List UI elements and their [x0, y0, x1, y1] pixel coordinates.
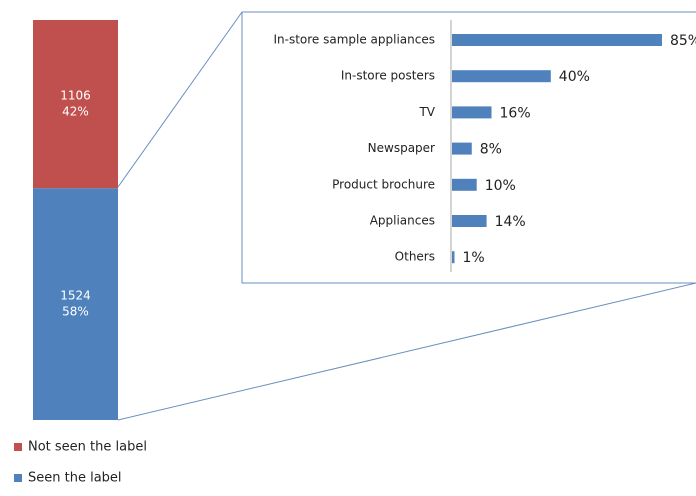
- data-label: 8%: [480, 142, 502, 158]
- bar: [452, 70, 551, 83]
- connector: [117, 282, 696, 421]
- data-label: 85%: [670, 33, 696, 49]
- bar: [452, 251, 455, 264]
- bar-segment: [33, 20, 118, 189]
- bar: [452, 178, 477, 191]
- category-label: In-store posters: [341, 69, 435, 83]
- legend-label: Seen the label: [28, 471, 122, 486]
- data-label: 1106: [60, 89, 91, 103]
- data-label: 14%: [495, 214, 526, 230]
- category-label: Newspaper: [368, 141, 435, 155]
- bar-segment: [33, 188, 118, 420]
- data-label: 42%: [62, 105, 89, 119]
- category-label: In-store sample appliances: [273, 33, 435, 47]
- data-label: 1524: [60, 289, 91, 303]
- bar: [452, 34, 662, 46]
- data-label: 1%: [462, 250, 484, 266]
- data-label: 40%: [559, 69, 590, 85]
- legend-swatch: [14, 443, 22, 451]
- category-label: Appliances: [370, 214, 435, 228]
- data-label: 10%: [485, 178, 516, 194]
- data-label: 16%: [500, 105, 531, 121]
- legend-swatch: [14, 474, 22, 482]
- bar: [452, 215, 487, 227]
- bar: [452, 142, 472, 155]
- bar: [452, 106, 492, 119]
- legend-label: Not seen the label: [28, 440, 147, 455]
- category-label: Others: [395, 250, 435, 264]
- data-label: 58%: [62, 305, 89, 319]
- connector: [117, 11, 243, 188]
- category-label: Product brochure: [332, 177, 435, 191]
- category-label: TV: [418, 105, 435, 119]
